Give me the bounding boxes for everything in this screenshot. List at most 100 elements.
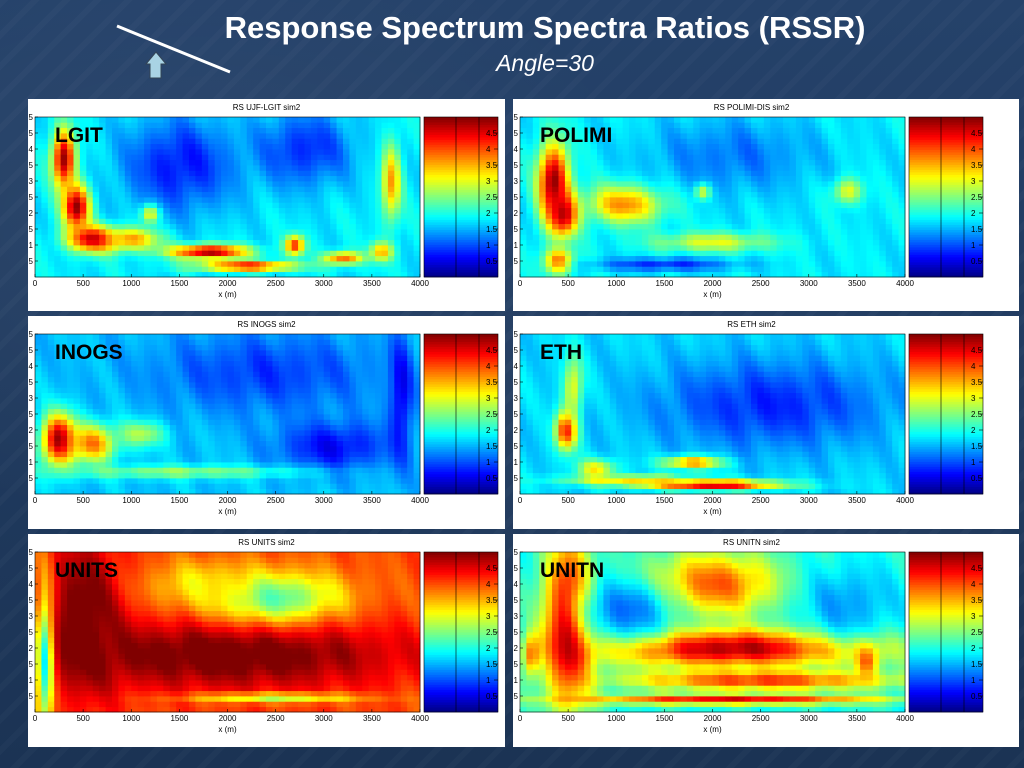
heatmap-cell (317, 245, 325, 251)
heatmap-cell (163, 154, 171, 161)
heatmap-cell (304, 127, 312, 134)
heatmap-cell (577, 127, 585, 134)
heatmap-cell (821, 250, 829, 257)
heatmap-cell (163, 398, 171, 404)
heatmap-cell (233, 165, 241, 171)
heatmap-cell (73, 334, 81, 340)
heatmap-cell (163, 430, 171, 436)
heatmap-cell (898, 261, 906, 267)
heatmap-cell (221, 197, 228, 203)
heatmap-cell (629, 223, 636, 230)
heatmap-cell (821, 122, 829, 129)
heatmap-cell (278, 181, 286, 187)
heatmap-cell (79, 408, 87, 415)
heatmap-cell (375, 213, 382, 219)
heatmap-cell (795, 191, 803, 198)
heatmap-cell (169, 245, 177, 251)
heatmap-cell (763, 250, 771, 257)
heatmap-cell (853, 127, 861, 134)
heatmap-cell (118, 223, 126, 230)
heatmap-cell (118, 419, 126, 426)
heatmap-cell (885, 170, 893, 177)
heatmap-cell (375, 239, 382, 246)
heatmap-cell (92, 472, 100, 479)
heatmap-cell (221, 186, 228, 193)
heatmap-cell (208, 223, 216, 230)
heatmap-cell (233, 159, 241, 166)
heatmap-cell (266, 191, 273, 198)
heatmap-cell (137, 440, 145, 447)
heatmap-cell (545, 202, 553, 209)
heatmap-cell (35, 239, 42, 246)
heatmap-cell (208, 472, 216, 479)
y-tick-label: 5 (29, 113, 34, 122)
heatmap-cell (150, 392, 158, 399)
heatmap-cell (783, 154, 790, 161)
heatmap-cell (144, 138, 151, 145)
heatmap-cell (520, 133, 527, 139)
heatmap-cell (253, 467, 260, 474)
heatmap-cell (150, 207, 158, 214)
slide-subtitle: Angle=30 (496, 50, 594, 76)
heatmap-cell (706, 245, 713, 251)
heatmap-cell (189, 392, 196, 399)
heatmap-cell (60, 398, 68, 404)
heatmap-cell (520, 170, 527, 177)
heatmap-cell (246, 478, 254, 484)
heatmap-cell (597, 122, 604, 129)
heatmap-cell (214, 234, 222, 241)
heatmap-cell (227, 261, 235, 267)
heatmap-cell (584, 143, 591, 150)
heatmap-cell (163, 138, 171, 145)
heatmap-cell (674, 149, 681, 155)
heatmap-cell (400, 255, 408, 262)
heatmap-cell (802, 223, 810, 230)
heatmap-cell (866, 122, 874, 129)
heatmap-cell (616, 255, 624, 262)
colorbar-tick-label: 3.5 (486, 161, 498, 170)
heatmap-cell (387, 266, 395, 273)
heatmap-cell (118, 245, 126, 251)
heatmap-cell (310, 218, 318, 225)
heatmap-cell (879, 250, 887, 257)
heatmap-cell (802, 245, 810, 251)
heatmap-cell (253, 170, 260, 177)
heatmap-cell (233, 435, 241, 442)
heatmap-cell (898, 234, 906, 241)
heatmap-cell (131, 250, 139, 257)
heatmap-cell (169, 255, 177, 262)
heatmap-cell (590, 218, 598, 225)
heatmap-cell (150, 435, 158, 442)
colorbar-step (909, 254, 983, 258)
heatmap-cell (731, 229, 739, 235)
heatmap-cell (201, 456, 209, 463)
heatmap-cell (189, 366, 196, 372)
x-tick-label: 3500 (363, 279, 381, 288)
heatmap-cell (118, 371, 126, 378)
heatmap-cell (201, 419, 209, 426)
heatmap-cell (343, 165, 350, 171)
heatmap-cell (227, 451, 235, 458)
heatmap-cell (182, 456, 190, 463)
heatmap-cell (584, 266, 591, 273)
heatmap-cell (866, 170, 874, 177)
heatmap-cell (731, 127, 739, 134)
heatmap-cell (853, 175, 861, 182)
heatmap-cell (285, 154, 293, 161)
heatmap-cell (278, 213, 286, 219)
heatmap-cell (860, 138, 867, 145)
fault-direction-indicator (116, 24, 231, 79)
heatmap-cell (744, 250, 752, 257)
heatmap-cell (381, 255, 389, 262)
heatmap-cell (189, 382, 196, 388)
heatmap-cell (73, 414, 81, 420)
heatmap-cell (73, 165, 81, 171)
heatmap-cell (99, 339, 106, 346)
heatmap-cell (853, 234, 861, 241)
heatmap-cell (815, 250, 822, 257)
heatmap-cell (182, 271, 190, 278)
heatmap-cell (156, 266, 164, 273)
heatmap-cell (221, 170, 228, 177)
heatmap-cell (266, 117, 273, 123)
heatmap-cell (584, 122, 591, 129)
